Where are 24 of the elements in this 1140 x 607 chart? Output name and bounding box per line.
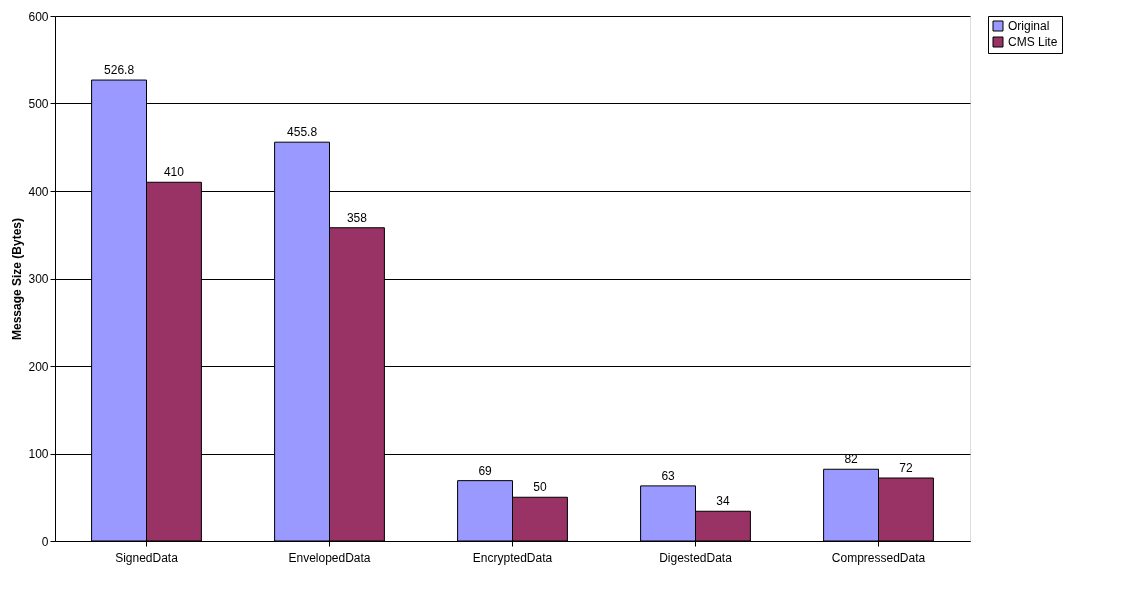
x-tick-label: SignedData (115, 550, 179, 565)
legend-label: CMS Lite (1008, 35, 1058, 49)
data-label: 50 (533, 480, 547, 495)
y-tick-label: 300 (28, 272, 49, 286)
x-tick-label: CompressedData (831, 550, 926, 565)
y-tick-label: 200 (28, 359, 49, 374)
data-label: 69 (478, 463, 493, 478)
y-axis-title: Message Size (Bytes) (10, 217, 25, 341)
data-label: 63 (661, 468, 676, 483)
y-tick-label: 600 (28, 9, 49, 24)
data-label: 72 (899, 461, 913, 475)
x-tick-label: DigestedData (659, 550, 733, 565)
data-label: 358 (346, 210, 368, 225)
data-label: 526.8 (104, 63, 135, 78)
y-tick-label: 0 (41, 534, 49, 549)
x-tick-label: EnvelopedData (288, 550, 371, 565)
legend-label: Original (1008, 19, 1050, 33)
x-tick-label: EncryptedData (472, 550, 553, 565)
data-label: 410 (163, 165, 185, 180)
data-label: 455.8 (287, 125, 318, 140)
y-tick-label: 500 (28, 97, 49, 111)
data-label: 34 (716, 494, 730, 509)
y-tick-label: 100 (28, 447, 49, 461)
y-tick-label: 400 (28, 184, 49, 199)
